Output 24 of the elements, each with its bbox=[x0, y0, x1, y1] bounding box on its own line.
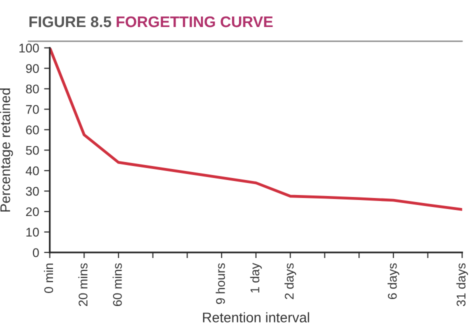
x-tick-label: 1 day bbox=[250, 262, 262, 292]
y-tick-label: 20 bbox=[26, 207, 39, 216]
x-axis-title: Retention interval bbox=[203, 312, 310, 322]
x-tick-label: 20 mins bbox=[78, 263, 88, 306]
chart-subtitle: FORGETTING CURVE bbox=[116, 16, 273, 28]
y-tick-label: 10 bbox=[26, 228, 39, 237]
y-tick-label: 0 bbox=[32, 248, 39, 258]
line-series bbox=[50, 48, 462, 211]
x-tick-label: 2 days bbox=[284, 263, 296, 300]
x-tick-label: 60 mins bbox=[112, 263, 122, 306]
x-tick-label: 9 hours bbox=[216, 263, 225, 304]
x-tick-label: 0 min bbox=[44, 264, 54, 293]
y-tick-label: 90 bbox=[26, 64, 39, 73]
y-tick-label: 80 bbox=[26, 84, 39, 94]
chart-title: FIGURE 8.5 bbox=[29, 16, 112, 28]
y-tick-label: 100 bbox=[19, 44, 39, 52]
y-axis-title: Percentage retained bbox=[0, 88, 13, 212]
x-tick-label: 31 days bbox=[456, 263, 468, 306]
y-tick-label: 50 bbox=[26, 146, 39, 155]
y-tick-label: 40 bbox=[26, 166, 39, 176]
y-tick-label: 60 bbox=[26, 125, 39, 134]
y-tick-label: 70 bbox=[26, 105, 39, 114]
y-tick-label: 30 bbox=[26, 186, 39, 196]
x-tick-label: 6 days bbox=[388, 263, 400, 300]
